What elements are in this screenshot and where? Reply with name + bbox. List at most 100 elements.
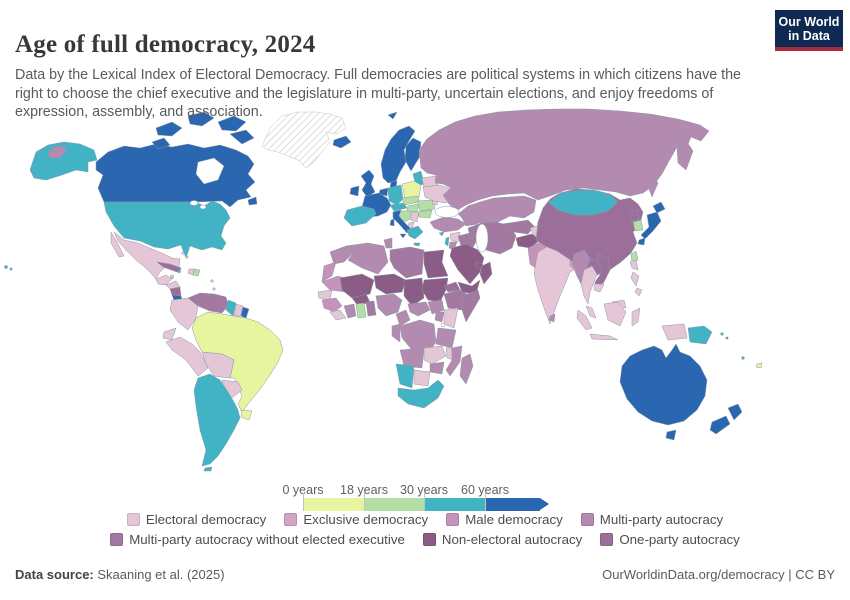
map-region-tunisia[interactable]: [383, 237, 393, 249]
map-region-tierra-del-fuego[interactable]: [203, 466, 213, 472]
map-region-norway-sweden[interactable]: [380, 125, 416, 184]
map-region-afghanistan[interactable]: [515, 233, 541, 249]
map-region-mongolia[interactable]: [547, 189, 619, 216]
map-region-japan[interactable]: [652, 201, 666, 214]
map-region-ghana[interactable]: [355, 302, 367, 319]
map-region-mali[interactable]: [339, 273, 375, 299]
map-region-new-zealand[interactable]: [727, 403, 743, 421]
map-region-new-zealand[interactable]: [709, 415, 731, 435]
map-region-bahamas[interactable]: [185, 255, 189, 259]
map-region-north-korea[interactable]: [628, 208, 640, 222]
map-region-papua-new-guinea[interactable]: [687, 325, 713, 345]
map-region-ecuador[interactable]: [162, 327, 177, 341]
map-region-tasmania[interactable]: [665, 429, 677, 441]
map-region-japan[interactable]: [640, 211, 662, 240]
map-region-cyprus[interactable]: [438, 231, 445, 237]
map-region-cote-divoire[interactable]: [343, 303, 357, 319]
map-region-israel[interactable]: [444, 236, 450, 247]
legend-item-multiparty-autocracy[interactable]: Multi-party autocracy: [580, 512, 723, 527]
map-region-baja-california[interactable]: [110, 231, 125, 258]
credit-link[interactable]: OurWorldinData.org/democracy | CC BY: [602, 567, 835, 582]
map-region-dominican-republic[interactable]: [192, 268, 201, 277]
map-region-turkey[interactable]: [429, 216, 467, 233]
map-region-vanuatu[interactable]: [741, 356, 745, 360]
map-region-arctic-island[interactable]: [151, 137, 171, 150]
map-region-romania[interactable]: [416, 199, 436, 212]
map-region-togo-benin[interactable]: [365, 300, 377, 317]
map-region-solomon-islands[interactable]: [725, 336, 729, 340]
map-region-newfoundland[interactable]: [247, 196, 258, 206]
map-region-arctic-island[interactable]: [155, 121, 183, 137]
map-region-algeria[interactable]: [345, 242, 389, 275]
map-region-angola[interactable]: [399, 347, 425, 369]
map-region-spain-portugal[interactable]: [343, 205, 377, 227]
map-region-peru[interactable]: [165, 336, 209, 377]
map-region-crete[interactable]: [413, 242, 421, 247]
map-region-eritrea[interactable]: [443, 281, 461, 293]
map-region-cuba[interactable]: [156, 261, 182, 273]
map-region-saudi-arabia[interactable]: [449, 243, 485, 285]
map-region-finland[interactable]: [404, 137, 422, 172]
map-region-cameroon[interactable]: [395, 309, 411, 327]
map-region-sierra-leone-liberia[interactable]: [329, 309, 347, 321]
map-region-arctic-island[interactable]: [217, 115, 247, 132]
map-region-arctic-island[interactable]: [229, 129, 255, 145]
map-region-russia[interactable]: [418, 108, 710, 212]
map-region-bahamas[interactable]: [181, 251, 185, 255]
map-region-sudan[interactable]: [421, 277, 449, 303]
map-region-solomon-islands[interactable]: [720, 332, 724, 336]
map-region-cambodia[interactable]: [593, 283, 605, 293]
map-region-bolivia[interactable]: [201, 351, 235, 379]
map-region-greenland[interactable]: [261, 111, 347, 169]
map-region-bulgaria[interactable]: [417, 209, 433, 219]
map-region-poland[interactable]: [401, 180, 422, 200]
map-region-zimbabwe[interactable]: [429, 361, 445, 375]
map-region-philippines[interactable]: [634, 287, 643, 297]
map-region-canada[interactable]: [95, 143, 256, 208]
map-region-guatemala[interactable]: [155, 274, 173, 286]
map-region-thailand[interactable]: [580, 265, 598, 305]
map-region-japan[interactable]: [637, 237, 646, 246]
map-region-south-korea[interactable]: [632, 219, 644, 232]
legend-item-exclusive-democracy[interactable]: Exclusive democracy: [284, 512, 428, 527]
map-region-south-africa[interactable]: [397, 379, 445, 409]
map-region-madagascar[interactable]: [459, 353, 474, 385]
map-region-hawaii[interactable]: [9, 267, 13, 271]
map-region-colombia[interactable]: [169, 297, 199, 331]
map-region-uganda[interactable]: [434, 311, 445, 323]
map-region-chukotka[interactable]: [47, 144, 68, 159]
map-region-benelux[interactable]: [378, 187, 389, 197]
map-region-senegal[interactable]: [317, 289, 333, 301]
map-region-zambia[interactable]: [423, 345, 447, 365]
map-region-malaysia[interactable]: [585, 305, 597, 319]
map-region-central-african-republic[interactable]: [407, 301, 431, 317]
map-region-west-papua[interactable]: [661, 323, 688, 341]
map-region-gabon-congo[interactable]: [391, 323, 401, 343]
map-region-mozambique[interactable]: [445, 345, 463, 377]
map-region-guinea[interactable]: [321, 297, 343, 313]
owid-logo[interactable]: Our World in Data: [775, 10, 843, 51]
map-region-switzerland-austria[interactable]: [389, 202, 408, 212]
map-region-libya[interactable]: [389, 246, 425, 279]
map-region-taiwan[interactable]: [630, 250, 639, 263]
scale-segment-30-60[interactable]: [424, 498, 485, 511]
map-region-alaska[interactable]: [29, 141, 98, 181]
map-region-oman[interactable]: [479, 261, 493, 285]
map-region-sumatra[interactable]: [576, 309, 593, 331]
age-color-scale[interactable]: [303, 493, 549, 511]
map-region-jamaica[interactable]: [169, 274, 175, 280]
map-region-sakhalin[interactable]: [648, 177, 659, 198]
map-region-serbia[interactable]: [410, 211, 420, 223]
map-region-germany[interactable]: [387, 184, 404, 206]
map-region-usa[interactable]: [103, 200, 231, 259]
map-region-laos[interactable]: [589, 257, 603, 277]
map-region-argentina-chile[interactable]: [193, 373, 241, 467]
map-region-somalia[interactable]: [461, 289, 481, 323]
map-region-hawaii[interactable]: [4, 265, 8, 269]
map-region-nigeria[interactable]: [375, 293, 403, 317]
map-region-borneo[interactable]: [603, 301, 627, 327]
map-region-svalbard[interactable]: [387, 111, 398, 120]
map-region-lesser-antilles[interactable]: [210, 279, 214, 283]
map-region-uruguay[interactable]: [240, 409, 253, 421]
scale-segment-60-plus[interactable]: [485, 498, 540, 511]
